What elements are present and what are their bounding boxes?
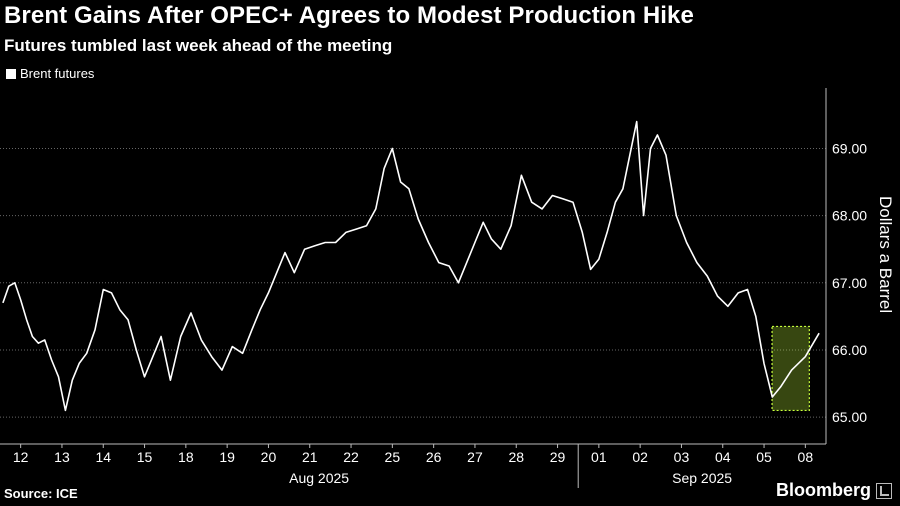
x-tick-label: 22	[343, 449, 359, 465]
x-tick-label: 04	[715, 449, 731, 465]
x-tick-label: 18	[178, 449, 194, 465]
y-tick-label: 69.00	[832, 140, 867, 156]
x-tick-label: 14	[95, 449, 111, 465]
brand-name: Bloomberg	[775, 480, 871, 500]
y-tick-label: 66.00	[832, 342, 867, 358]
brand-logo: Bloomberg	[776, 480, 892, 501]
x-tick-label: 01	[591, 449, 607, 465]
y-tick-label: 67.00	[832, 275, 867, 291]
x-tick-label: 26	[426, 449, 442, 465]
x-tick-label: 13	[54, 449, 70, 465]
y-tick-label: 65.00	[832, 409, 867, 425]
series-line-brent-futures	[2, 120, 820, 412]
x-tick-label: 19	[219, 449, 235, 465]
legend: Brent futures	[6, 66, 94, 81]
chart-title: Brent Gains After OPEC+ Agrees to Modest…	[4, 2, 694, 29]
x-tick-label: 29	[550, 449, 566, 465]
x-tick-label: 08	[798, 449, 814, 465]
x-tick-label: 20	[261, 449, 277, 465]
legend-swatch	[6, 68, 16, 79]
x-tick-label: 12	[13, 449, 29, 465]
chart-subtitle: Futures tumbled last week ahead of the m…	[4, 36, 393, 55]
x-tick-label: 28	[508, 449, 524, 465]
highlight-box	[771, 325, 810, 412]
x-month-label: Aug 2025	[289, 470, 349, 486]
x-tick-label: 25	[385, 449, 401, 465]
x-month-label: Sep 2025	[672, 470, 732, 486]
bloomberg-chart-icon	[876, 482, 892, 499]
legend-label: Brent futures	[20, 66, 95, 81]
x-tick-label: 02	[632, 449, 648, 465]
x-tick-label: 05	[756, 449, 772, 465]
source-note: Source: ICE	[4, 486, 78, 501]
x-tick-label: 15	[137, 449, 153, 465]
y-axis-title: Dollars a Barrel	[876, 196, 895, 313]
y-tick-label: 68.00	[832, 208, 867, 224]
x-tick-label: 27	[467, 449, 483, 465]
x-tick-label: 03	[674, 449, 690, 465]
x-tick-label: 21	[302, 449, 318, 465]
